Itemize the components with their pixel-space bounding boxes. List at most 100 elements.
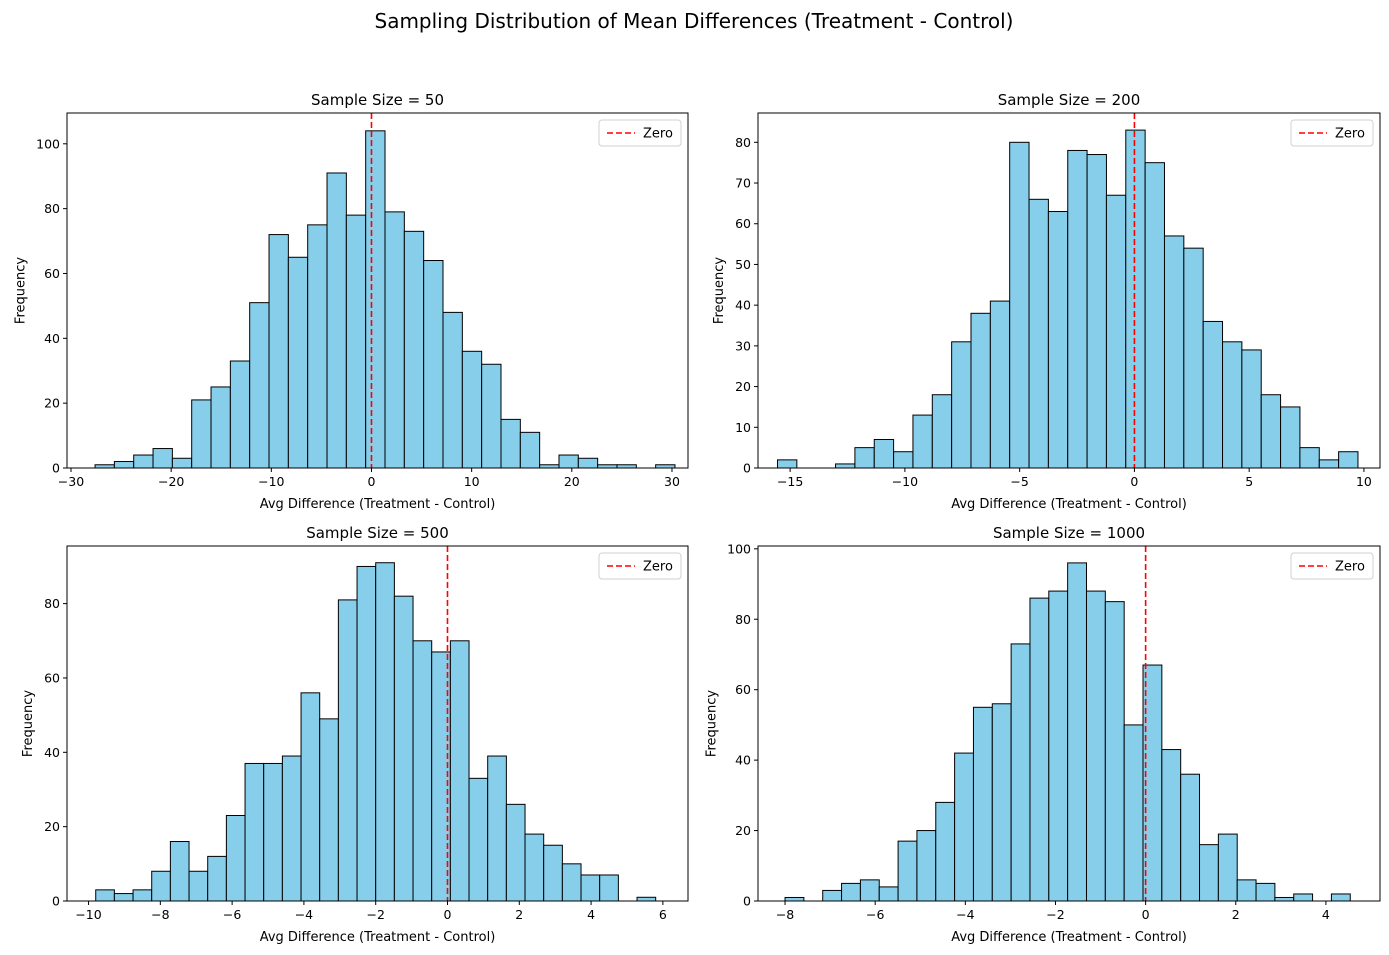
histogram-bar (1255, 882, 1276, 902)
x-tick-label: 4 (587, 907, 595, 922)
y-tick-label: 60 (735, 682, 751, 697)
legend-box (1290, 552, 1374, 580)
legend-box (1290, 119, 1374, 147)
histogram-bar (558, 454, 579, 469)
histogram-bar (859, 879, 880, 902)
histogram-bar (1318, 459, 1340, 469)
histogram-bar (951, 341, 972, 469)
y-axis-ticks: 0 20 40 60 80 100 (36, 136, 67, 476)
histogram-bar (132, 889, 153, 902)
x-tick-label: −8 (151, 907, 169, 922)
histogram-bar (878, 886, 899, 902)
histogram-bar (481, 363, 502, 469)
x-tick-label: 5 (1245, 474, 1253, 489)
subplot-title: Sample Size = 200 (998, 91, 1141, 109)
y-tick-label: 40 (44, 745, 60, 760)
histogram-bar (1330, 893, 1351, 902)
histogram-bar (1067, 562, 1087, 902)
histogram-bar (970, 312, 991, 469)
histogram-bar (225, 815, 246, 902)
histogram-bar (1144, 162, 1165, 469)
histogram-bar (1125, 129, 1146, 469)
axes-frame (757, 112, 1381, 469)
x-tick-label: −30 (58, 474, 84, 489)
x-tick-label: 2 (1232, 907, 1240, 922)
x-tick-label: 0 (368, 474, 376, 489)
x-tick-label: −10 (258, 474, 284, 489)
x-tick-label: 20 (564, 474, 580, 489)
legend-label: Zero (643, 560, 673, 575)
histogram-bar (1104, 601, 1125, 902)
histogram-bar (412, 640, 433, 902)
histogram-bar (1067, 149, 1088, 469)
y-tick-label: 40 (735, 753, 751, 768)
histogram-bar (561, 863, 582, 902)
x-axis-ticks: −10 −8 −6 −4 −2 0 2 4 6 (75, 901, 667, 922)
histogram-bars (95, 562, 657, 902)
x-axis-ticks: −15 −10 −5 0 5 10 (777, 468, 1372, 489)
y-tick-label: 80 (44, 596, 60, 611)
histogram-bar (95, 889, 115, 902)
histogram-bar (1280, 406, 1301, 469)
axes-frame (66, 112, 689, 469)
x-tick-label: −2 (1046, 907, 1064, 922)
histogram-bar (307, 224, 328, 469)
subplot-title: Sample Size = 500 (306, 524, 449, 542)
histogram-bar (1086, 154, 1107, 469)
x-tick-label: −6 (223, 907, 241, 922)
histogram-bar (835, 463, 856, 469)
histogram-bar (191, 399, 212, 469)
histogram-bar (1010, 643, 1031, 902)
histogram-bar (1202, 320, 1224, 469)
histogram-bar (468, 777, 489, 902)
x-tick-label: 30 (664, 474, 680, 489)
histogram-bar (229, 360, 251, 469)
histogram-bar (319, 718, 339, 902)
y-axis-ticks: 0 20 40 60 80 (44, 596, 67, 909)
histogram-bar (1222, 341, 1243, 469)
y-tick-label: 100 (36, 136, 60, 151)
x-tick-label: −20 (158, 474, 184, 489)
histogram-bar (931, 394, 953, 469)
histogram-bar (543, 844, 563, 902)
x-axis-label: Avg Difference (Treatment - Control) (951, 930, 1187, 945)
histogram-bar (1217, 833, 1238, 902)
y-tick-label: 0 (52, 894, 60, 909)
histogram-bar (461, 350, 483, 469)
y-axis-ticks: 0 10 20 30 40 50 60 70 80 (735, 135, 758, 476)
y-tick-label: 0 (52, 461, 60, 476)
histogram-bar (210, 386, 231, 469)
x-tick-label: 10 (1356, 474, 1372, 489)
axes-frame (66, 545, 689, 902)
x-axis-ticks: −30 −20 −10 0 10 20 30 (58, 468, 680, 489)
histogram-bar (873, 439, 895, 469)
x-tick-label: −10 (75, 907, 101, 922)
histogram-bar (636, 896, 657, 902)
x-tick-label: 6 (659, 907, 667, 922)
x-axis-label: Avg Difference (Treatment - Control) (260, 497, 496, 512)
x-tick-label: 0 (1130, 474, 1138, 489)
histogram-bar (268, 234, 289, 469)
y-tick-label: 100 (727, 541, 751, 556)
y-tick-label: 0 (743, 894, 751, 909)
subplot-1: −30 −20 −10 0 10 20 30 0 20 40 60 80 100 Sample Size … (14, 91, 689, 512)
y-tick-label: 50 (735, 257, 751, 272)
x-tick-label: 2 (515, 907, 523, 922)
histogram-bar (1028, 198, 1049, 469)
histogram-bar (784, 896, 805, 902)
histogram-bar (935, 801, 956, 902)
histogram-bar (326, 172, 347, 469)
y-axis-label: Frequency (705, 690, 720, 757)
y-tick-label: 0 (743, 461, 751, 476)
histogram-bar (133, 454, 154, 469)
legend-label: Zero (643, 127, 673, 142)
histogram-bar (169, 841, 190, 902)
histogram-bar (577, 457, 599, 469)
legend-box (598, 119, 682, 147)
figure-title: Sampling Distribution of Mean Difference… (375, 9, 1014, 33)
histogram-bar (580, 874, 601, 902)
histogram-bar (524, 833, 545, 902)
y-tick-label: 60 (44, 266, 60, 281)
legend: Zero (1290, 119, 1374, 147)
